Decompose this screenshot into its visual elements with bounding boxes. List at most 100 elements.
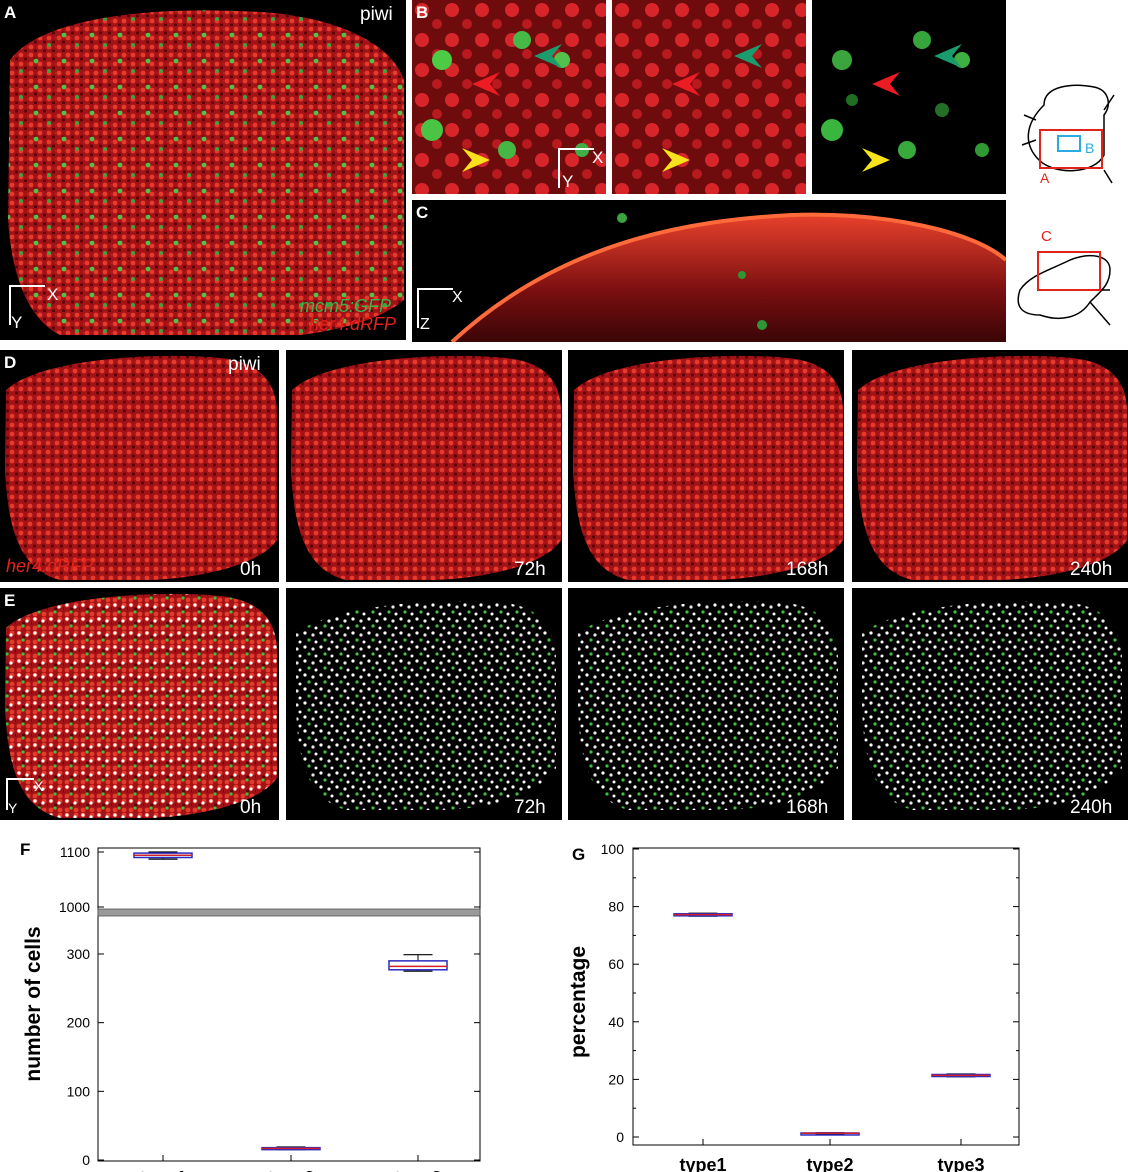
chart-f-ytick-label: 1100 (60, 844, 90, 860)
panel-b-axis-y: Y (562, 172, 574, 191)
panel-a-image: A piwi mcm5:GFP her4:dRFP X Y (0, 0, 406, 340)
chart-f-ytick-label: 0 (82, 1152, 90, 1168)
chart-f-ytick-label: 200 (67, 1015, 91, 1031)
chart-g-xtick-label: type2 (806, 1155, 853, 1172)
panel-d-time-72h: 72h (514, 559, 546, 580)
panel-c-label: C (416, 203, 429, 222)
panel-d-legend: her4:dRFP (6, 556, 94, 576)
panel-d-168h-texture (573, 355, 843, 580)
panel-e-label: E (4, 591, 16, 610)
panel-e-72h-texture (296, 601, 556, 810)
panel-f-label: F (20, 840, 31, 859)
panel-d-168h: 168h (568, 350, 844, 582)
panel-e-168h-texture (578, 601, 838, 810)
brain-schematic-side (1017, 251, 1111, 326)
panel-b-merge: B X Y (412, 0, 606, 194)
panel-e-240h-texture (862, 601, 1122, 810)
panel-e-0h-texture (5, 593, 277, 818)
panel-d-title: piwi (228, 354, 261, 375)
panel-b-scale-h (558, 148, 594, 150)
chart-g-ytick-label: 40 (608, 1014, 624, 1030)
panel-c-axis-z: Z (420, 316, 430, 333)
panel-e-axis-x: X (34, 778, 44, 794)
brain-schematic-top (1021, 84, 1115, 184)
box-rect-f2 (388, 960, 448, 971)
panel-b-green-texture (821, 31, 989, 159)
chart-g-ytick-label: 100 (601, 841, 625, 857)
panel-e-axis-y: Y (8, 800, 18, 816)
green-arrowhead (734, 44, 762, 68)
panel-c-scale-v (417, 288, 419, 328)
panel-e-scale-h (6, 778, 34, 780)
chart-g-ytick-label: 80 (608, 899, 624, 915)
panel-e-168h: 168h (568, 588, 844, 820)
chart-g: 0 20 40 60 80 100 percentage type1 type2 type3 (567, 841, 1020, 1172)
panel-a-legend-rfp: her4:dRFP (309, 314, 397, 334)
panel-b-scale-v (558, 148, 560, 188)
panel-d-label: D (4, 353, 17, 372)
red-arrowhead (472, 72, 500, 96)
panel-a-axis-x: X (47, 285, 59, 304)
chart-f-ytick-label: 1000 (59, 899, 90, 915)
panel-d-72h-texture (291, 355, 561, 580)
chart-f-ytick-label: 100 (67, 1083, 91, 1099)
panel-a-label: A (4, 3, 17, 22)
chart-f-axis-break (97, 908, 481, 917)
panel-b-red-texture (612, 0, 806, 194)
green-arrowhead (934, 44, 962, 68)
chart-g-ytick-label: 20 (608, 1071, 624, 1087)
red-arrowhead (672, 72, 700, 96)
chart-g-xtick-label: type3 (937, 1155, 984, 1172)
panel-c-texture (450, 212, 1006, 342)
panel-c-axis-x: X (452, 289, 463, 306)
panel-c-image: C X Z (412, 200, 1006, 342)
panel-a-tissue (8, 10, 404, 336)
red-arrowhead (872, 72, 900, 96)
panel-a-axis-y: Y (11, 313, 23, 332)
panel-d-0h-texture (5, 355, 277, 580)
panel-d-time-0h: 0h (240, 559, 262, 580)
chart-f-xtick-label: type1 (139, 1168, 186, 1172)
panel-d-time-240h: 240h (1070, 559, 1113, 580)
chart-g-ylabel: percentage (567, 946, 590, 1058)
chart-g-ytick-label: 60 (608, 956, 624, 972)
panel-e-0h: E X Y 0h (0, 588, 279, 820)
panel-d-240h: 240h (852, 350, 1128, 582)
yellow-arrowhead (462, 148, 490, 172)
panel-a-title: piwi (360, 4, 393, 25)
panel-d-72h: 72h (286, 350, 562, 582)
panel-e-72h: 72h (286, 588, 562, 820)
panel-a-legend-gfp: mcm5:GFP (300, 296, 392, 316)
yellow-arrowhead (662, 148, 690, 172)
green-arrowhead (534, 44, 562, 68)
panel-a-scale-v (9, 285, 11, 325)
panel-d-time-168h: 168h (786, 559, 829, 580)
panel-d-0h: D piwi her4:dRFP 0h (0, 350, 279, 582)
schematic-label-c: C (1041, 228, 1052, 245)
chart-f: 1000 1100 0 100 200 300 number of cells type1 ty… (22, 844, 481, 1172)
panel-e-time-240h: 240h (1070, 797, 1113, 818)
panel-e-time-0h: 0h (240, 797, 262, 818)
chart-f-ytick-label: 300 (67, 946, 91, 962)
panel-b-red (612, 0, 806, 194)
chart-g-frame (632, 847, 1020, 1146)
panel-b-green (812, 0, 1006, 194)
chart-f-xtick-label: type2 (267, 1168, 314, 1172)
panel-b-axis-x: X (592, 148, 604, 167)
panel-a-scale-h (9, 285, 45, 287)
yellow-arrowhead (862, 148, 890, 172)
chart-f-ylabel: number of cells (22, 926, 45, 1081)
chart-f-frame (97, 847, 481, 1162)
panel-d-240h-texture (857, 355, 1127, 580)
panel-b-merge-texture (412, 0, 606, 194)
schematic-label-a: A (1040, 170, 1050, 186)
panel-g-label: G (572, 845, 586, 864)
panel-e-time-168h: 168h (786, 797, 829, 818)
schematic-label-b: B (1085, 140, 1095, 156)
panel-e-time-72h: 72h (514, 797, 546, 818)
panel-e-scale-v (6, 778, 8, 810)
panel-e-240h: 240h (852, 588, 1128, 820)
panel-c-scale-h (417, 288, 453, 290)
chart-f-xtick-label: type3 (394, 1168, 441, 1172)
panel-b-label: B (416, 3, 429, 22)
